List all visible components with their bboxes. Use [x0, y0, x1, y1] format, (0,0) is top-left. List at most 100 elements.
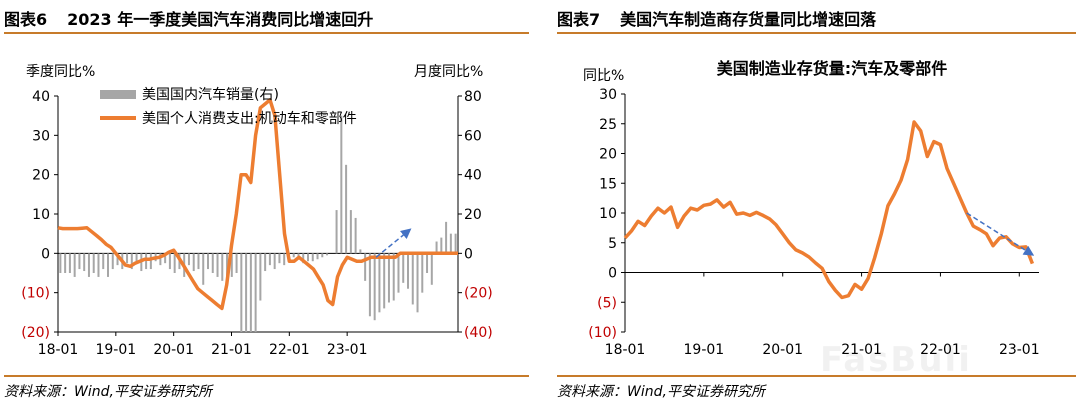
line-chart: 美国制造业存货量:汽车及零部件 同比% 30 25 20 15 10 5 0 (5) (10)18-… [583, 59, 1040, 358]
bar [445, 221, 448, 254]
bar [187, 253, 190, 266]
bar [192, 253, 195, 272]
bar [278, 253, 281, 264]
x-tick: 22-01 [920, 342, 961, 358]
bar [145, 253, 148, 270]
y-tick: 5 [608, 236, 617, 252]
y-right-tick: 20 [464, 207, 482, 223]
bar [397, 253, 400, 293]
y-right-tick: (20) [464, 286, 493, 302]
bar [411, 253, 414, 305]
bar-line-chart: 季度同比% 月度同比% 40 30 20 10 0 (10) (20) 80 60 40 20 0 (20)… [21, 64, 493, 358]
chart-header: 图表6 2023 年一季度美国汽车消费同比增速回升 [4, 4, 529, 34]
bar [230, 253, 233, 277]
bar [449, 233, 452, 254]
bar [430, 253, 433, 285]
bar [292, 253, 295, 258]
bar [254, 253, 257, 332]
source-note: 资料来源：Wind,平安证券研究所 [4, 375, 529, 405]
bar [326, 253, 329, 256]
x-tick: 23-01 [999, 342, 1040, 358]
bar [164, 253, 167, 264]
x-tick: 18-01 [38, 342, 79, 358]
y-tick: 30 [599, 87, 617, 103]
bar [116, 253, 119, 266]
y-right-tick: 0 [464, 246, 473, 262]
trend-arrow [966, 212, 1035, 256]
bar [273, 253, 276, 270]
x-tick: 21-01 [841, 342, 882, 358]
x-tick: 20-01 [153, 342, 194, 358]
bar [402, 253, 405, 283]
bar [378, 253, 381, 313]
x-tick: 20-01 [762, 342, 803, 358]
bar [59, 253, 62, 273]
y-right-tick: 40 [464, 168, 482, 184]
bar [421, 253, 424, 293]
trend-arrow [375, 228, 412, 258]
bar [407, 253, 409, 289]
y-right-tick: (40) [464, 325, 493, 341]
bar [159, 253, 162, 266]
bar [359, 249, 362, 254]
y-left-tick: (10) [21, 286, 50, 302]
bar [307, 253, 309, 262]
bar [73, 253, 76, 277]
bar [345, 164, 348, 254]
source-note: 资料来源：Wind,平安证券研究所 [557, 375, 1076, 405]
y-left-label: 季度同比% [26, 64, 95, 80]
bar [92, 253, 95, 273]
legend-bar-swatch [100, 90, 136, 99]
series-line [623, 120, 1035, 300]
bar [302, 253, 305, 264]
bar [259, 253, 262, 301]
chart-title: 美国汽车制造商存货量同比增速回落 [620, 10, 877, 29]
bar [68, 253, 71, 273]
y-tick: 10 [599, 206, 617, 222]
y-axis-label: 同比% [583, 68, 624, 84]
bar [349, 210, 352, 254]
bar [264, 253, 267, 272]
y-right-label: 月度同比% [414, 64, 483, 80]
bar [207, 253, 209, 270]
bar [354, 217, 357, 254]
y-tick: 25 [599, 117, 617, 133]
x-tick: 21-01 [211, 342, 252, 358]
bar [149, 253, 152, 270]
bar [373, 253, 376, 321]
bar [102, 253, 105, 270]
bar [392, 253, 395, 301]
series-line [57, 98, 458, 311]
bar [268, 253, 271, 266]
bar [216, 253, 219, 277]
bar [283, 253, 286, 266]
bar [173, 253, 176, 273]
bar [297, 253, 300, 258]
bar [202, 253, 205, 285]
x-tick: 22-01 [269, 342, 310, 358]
y-right-tick: 80 [464, 89, 482, 105]
y-left-tick: 20 [32, 168, 50, 184]
bar [435, 241, 438, 254]
bar [64, 253, 67, 273]
y-tick: (10) [588, 325, 617, 341]
bar [364, 253, 367, 281]
bar [78, 253, 81, 270]
y-tick: (5) [597, 295, 617, 311]
bar [440, 237, 443, 254]
bar [197, 253, 200, 270]
bar [130, 253, 133, 270]
legend-label: 美国国内汽车销量(右) [142, 86, 279, 103]
bar [426, 253, 429, 273]
watermark: FasBuli [820, 340, 972, 380]
bar [321, 253, 324, 258]
x-tick: 23-01 [327, 342, 368, 358]
bar [311, 253, 314, 262]
chart-number: 图表7 [557, 10, 601, 29]
chart-header: 图表7 美国汽车制造商存货量同比增速回落 [557, 4, 1076, 34]
bar [87, 253, 90, 277]
bar [126, 253, 129, 264]
bar [221, 253, 224, 281]
y-left-tick: 0 [41, 246, 50, 262]
bar [245, 253, 248, 332]
